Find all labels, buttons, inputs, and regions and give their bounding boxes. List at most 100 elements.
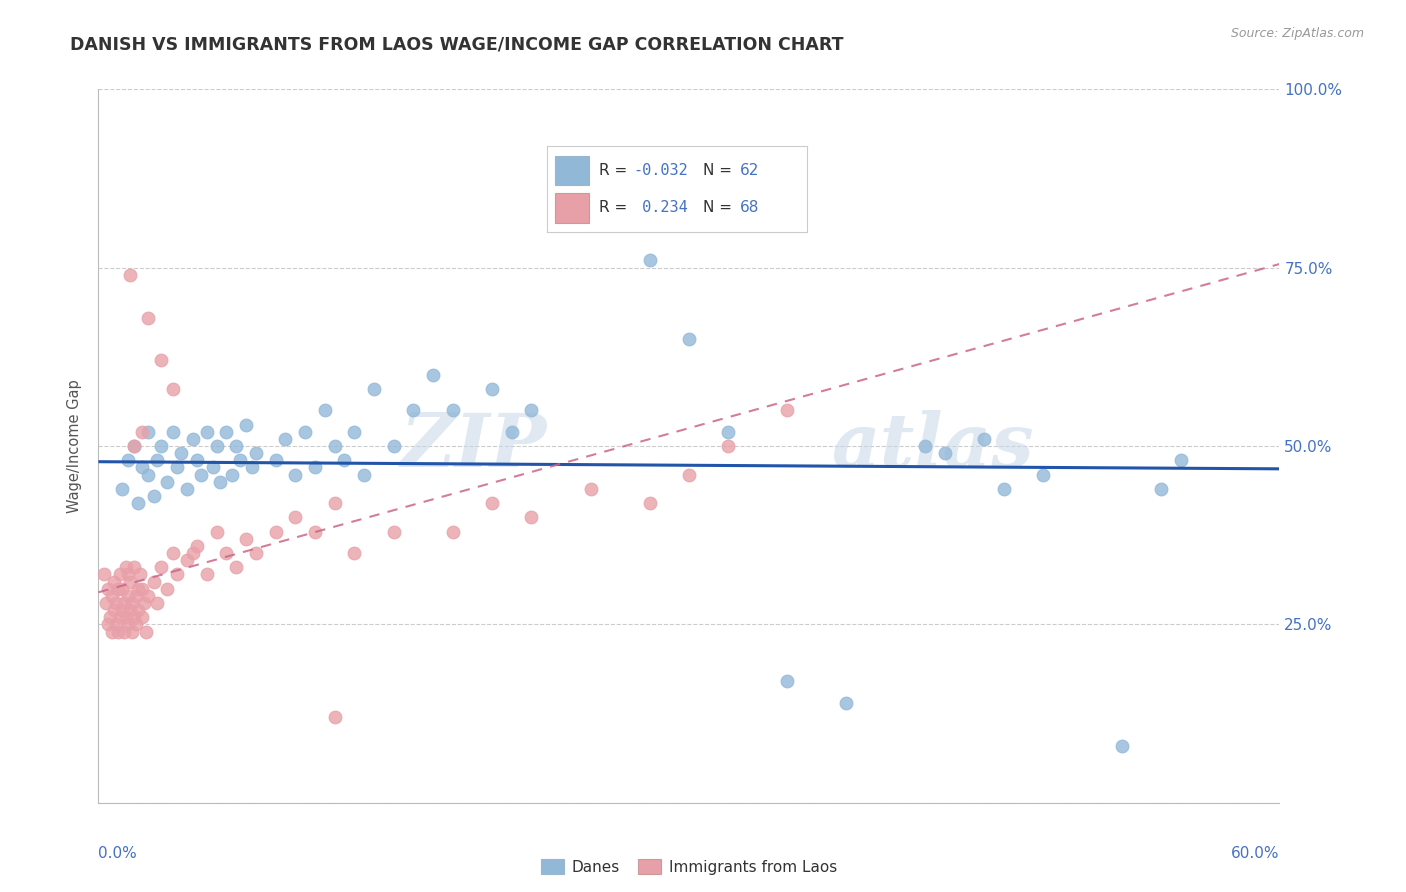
Point [105,596,128,610]
Point [162,546,184,560]
Point [363,382,385,396]
Point [201,460,224,475]
Point [127,496,149,510]
Point [235,417,257,432]
Point [343,425,366,439]
Point [150,560,173,574]
Point [481,382,503,396]
Point [1170,453,1192,467]
Point [323,439,346,453]
Point [186,539,208,553]
Point [135,624,157,639]
Point [264,524,287,539]
Point [209,475,232,489]
Point [195,567,218,582]
Point [934,446,956,460]
Point [162,382,184,396]
Point [146,453,169,467]
Point [111,482,134,496]
Point [776,674,799,689]
Point [717,425,740,439]
Point [1111,739,1133,753]
FancyBboxPatch shape [555,156,589,185]
Point [579,482,602,496]
Point [105,617,128,632]
Point [96,596,118,610]
Point [101,589,124,603]
Text: N =: N = [703,162,737,178]
Point [93,567,115,582]
Point [245,446,267,460]
Text: DANISH VS IMMIGRANTS FROM LAOS WAGE/INCOME GAP CORRELATION CHART: DANISH VS IMMIGRANTS FROM LAOS WAGE/INCO… [70,36,844,54]
Point [97,582,120,596]
Point [176,553,198,567]
Point [274,432,297,446]
Text: R =: R = [599,162,633,178]
Point [117,453,139,467]
Point [678,467,700,482]
Point [181,432,204,446]
Text: atlas: atlas [831,409,1033,483]
Point [229,453,252,467]
Point [190,467,212,482]
Point [162,425,184,439]
Point [284,510,307,524]
Text: 0.234: 0.234 [633,201,688,216]
Point [235,532,257,546]
Point [111,582,134,596]
Point [240,460,263,475]
Point [170,446,193,460]
Point [103,574,125,589]
Point [127,603,149,617]
Point [520,510,543,524]
Point [121,624,143,639]
Point [678,332,700,346]
Point [150,353,173,368]
Point [125,589,148,603]
Point [195,425,218,439]
Point [117,567,139,582]
Point [117,589,139,603]
Text: N =: N = [703,201,737,216]
Point [166,460,188,475]
Point [107,624,129,639]
Point [1150,482,1173,496]
Point [215,425,238,439]
Point [176,482,198,496]
Point [131,582,153,596]
Point [294,425,316,439]
Point [111,603,134,617]
Point [245,546,267,560]
Point [835,696,858,710]
Point [441,524,464,539]
Point [132,596,155,610]
Point [304,460,326,475]
Point [914,439,936,453]
Point [156,475,179,489]
Point [136,589,159,603]
Point [402,403,425,417]
Text: 60.0%: 60.0% [1232,846,1279,861]
Point [1032,467,1054,482]
Point [150,439,173,453]
Point [136,467,159,482]
Point [131,460,153,475]
Point [128,567,150,582]
Text: 0.0%: 0.0% [98,846,138,861]
Point [156,582,179,596]
Point [225,560,247,574]
Point [215,546,238,560]
Point [146,596,169,610]
Point [993,482,1015,496]
Point [142,489,165,503]
Point [284,467,307,482]
Point [131,425,153,439]
Point [118,574,141,589]
Point [186,453,208,467]
Point [638,496,661,510]
Y-axis label: Wage/Income Gap: Wage/Income Gap [67,379,83,513]
Point [422,368,444,382]
Point [520,403,543,417]
Point [166,567,188,582]
Point [108,567,131,582]
